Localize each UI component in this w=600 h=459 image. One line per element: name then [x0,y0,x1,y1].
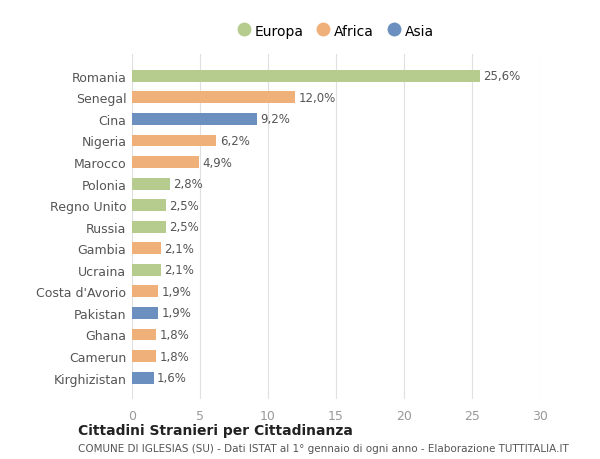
Bar [132,221,166,233]
Text: 2,5%: 2,5% [169,199,199,212]
Bar [132,264,161,276]
Text: 2,1%: 2,1% [164,242,194,255]
Bar [132,92,295,104]
Text: 4,9%: 4,9% [202,156,232,169]
Bar [132,286,158,297]
Bar [132,71,480,83]
Text: 2,5%: 2,5% [169,221,199,234]
Text: 9,2%: 9,2% [260,113,290,126]
Bar [132,114,257,126]
Text: 2,8%: 2,8% [173,178,203,190]
Bar [132,135,217,147]
Bar [132,308,158,319]
Text: Cittadini Stranieri per Cittadinanza: Cittadini Stranieri per Cittadinanza [78,423,353,437]
Text: 1,9%: 1,9% [161,285,191,298]
Bar [132,243,161,255]
Text: 1,8%: 1,8% [160,328,190,341]
Bar [132,178,170,190]
Bar [132,200,166,212]
Bar [132,329,157,341]
Bar [132,157,199,168]
Text: 25,6%: 25,6% [484,70,521,83]
Text: 12,0%: 12,0% [299,92,336,105]
Text: 1,9%: 1,9% [161,307,191,320]
Text: 2,1%: 2,1% [164,264,194,277]
Legend: Europa, Africa, Asia: Europa, Africa, Asia [234,21,438,43]
Bar [132,350,157,362]
Text: 1,8%: 1,8% [160,350,190,363]
Bar [132,372,154,384]
Text: 6,2%: 6,2% [220,134,250,148]
Text: 1,6%: 1,6% [157,371,187,384]
Text: COMUNE DI IGLESIAS (SU) - Dati ISTAT al 1° gennaio di ogni anno - Elaborazione T: COMUNE DI IGLESIAS (SU) - Dati ISTAT al … [78,443,569,453]
